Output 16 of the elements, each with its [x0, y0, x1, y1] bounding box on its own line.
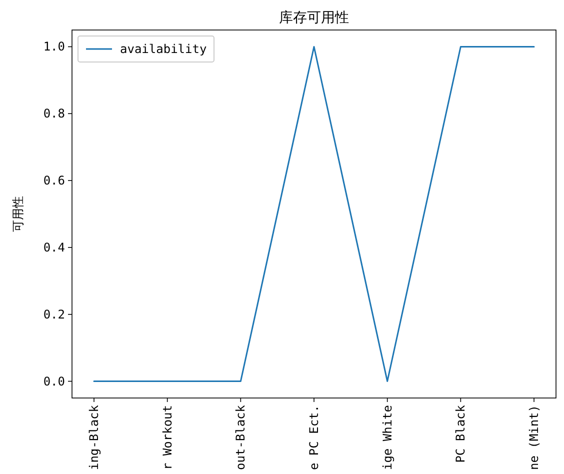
x-tick-label: PC Black	[454, 404, 468, 463]
x-tick-label: ing-Black	[87, 404, 101, 470]
y-tick-label: 0.6	[43, 174, 65, 188]
chart-title: 库存可用性	[279, 10, 349, 26]
legend-label: availability	[120, 42, 207, 56]
x-tick-label: r Workout	[160, 405, 174, 470]
y-axis-title: 可用性	[11, 196, 25, 232]
x-tick-label: ige White	[380, 405, 394, 470]
x-tick-label: out-Black	[234, 404, 248, 470]
y-tick-label: 0.8	[43, 106, 65, 121]
y-tick-label: 0.2	[43, 307, 65, 322]
y-tick-label: 1.0	[43, 40, 65, 54]
y-tick-label: 0.4	[43, 240, 65, 254]
x-tick-label: ne (Mint)	[527, 405, 541, 470]
y-tick-label: 0.0	[43, 374, 65, 388]
x-tick-label: e PC Ect.	[307, 405, 321, 470]
